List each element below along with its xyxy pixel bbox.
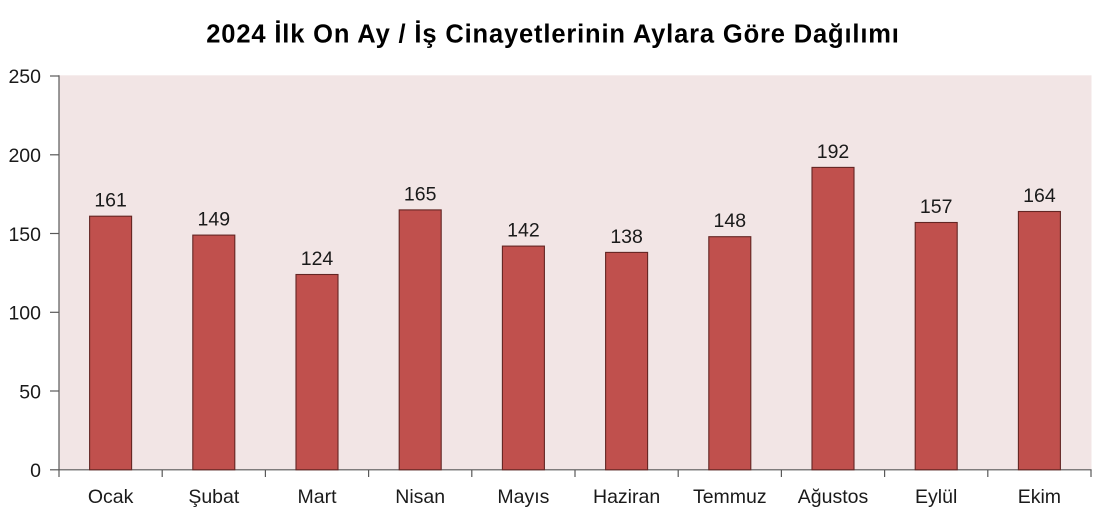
svg-text:Eylül: Eylül — [915, 486, 957, 508]
svg-text:138: 138 — [610, 226, 643, 248]
svg-text:250: 250 — [8, 66, 41, 88]
svg-text:50: 50 — [19, 382, 41, 404]
svg-text:142: 142 — [507, 220, 540, 242]
svg-text:165: 165 — [404, 183, 437, 205]
svg-text:Ağustos: Ağustos — [798, 486, 869, 508]
svg-text:192: 192 — [817, 141, 850, 163]
svg-text:2024 İlk On Ay / İş Cinayetler: 2024 İlk On Ay / İş Cinayetlerinin Aylar… — [206, 20, 899, 48]
svg-text:150: 150 — [8, 224, 41, 246]
svg-text:0: 0 — [30, 460, 41, 482]
svg-text:148: 148 — [714, 210, 747, 232]
svg-text:200: 200 — [8, 145, 41, 167]
svg-text:157: 157 — [920, 196, 953, 218]
svg-text:Nisan: Nisan — [395, 486, 445, 508]
svg-text:149: 149 — [198, 209, 231, 231]
svg-text:Temmuz: Temmuz — [693, 486, 767, 508]
svg-text:Haziran: Haziran — [593, 486, 660, 508]
svg-text:Mayıs: Mayıs — [497, 486, 549, 508]
svg-text:Mart: Mart — [298, 486, 338, 508]
svg-text:Ekim: Ekim — [1018, 486, 1061, 508]
svg-text:161: 161 — [94, 190, 127, 212]
svg-text:100: 100 — [8, 303, 41, 325]
svg-text:Ocak: Ocak — [88, 486, 134, 508]
svg-text:164: 164 — [1023, 185, 1056, 207]
svg-text:124: 124 — [301, 248, 334, 270]
svg-text:Şubat: Şubat — [188, 486, 240, 508]
